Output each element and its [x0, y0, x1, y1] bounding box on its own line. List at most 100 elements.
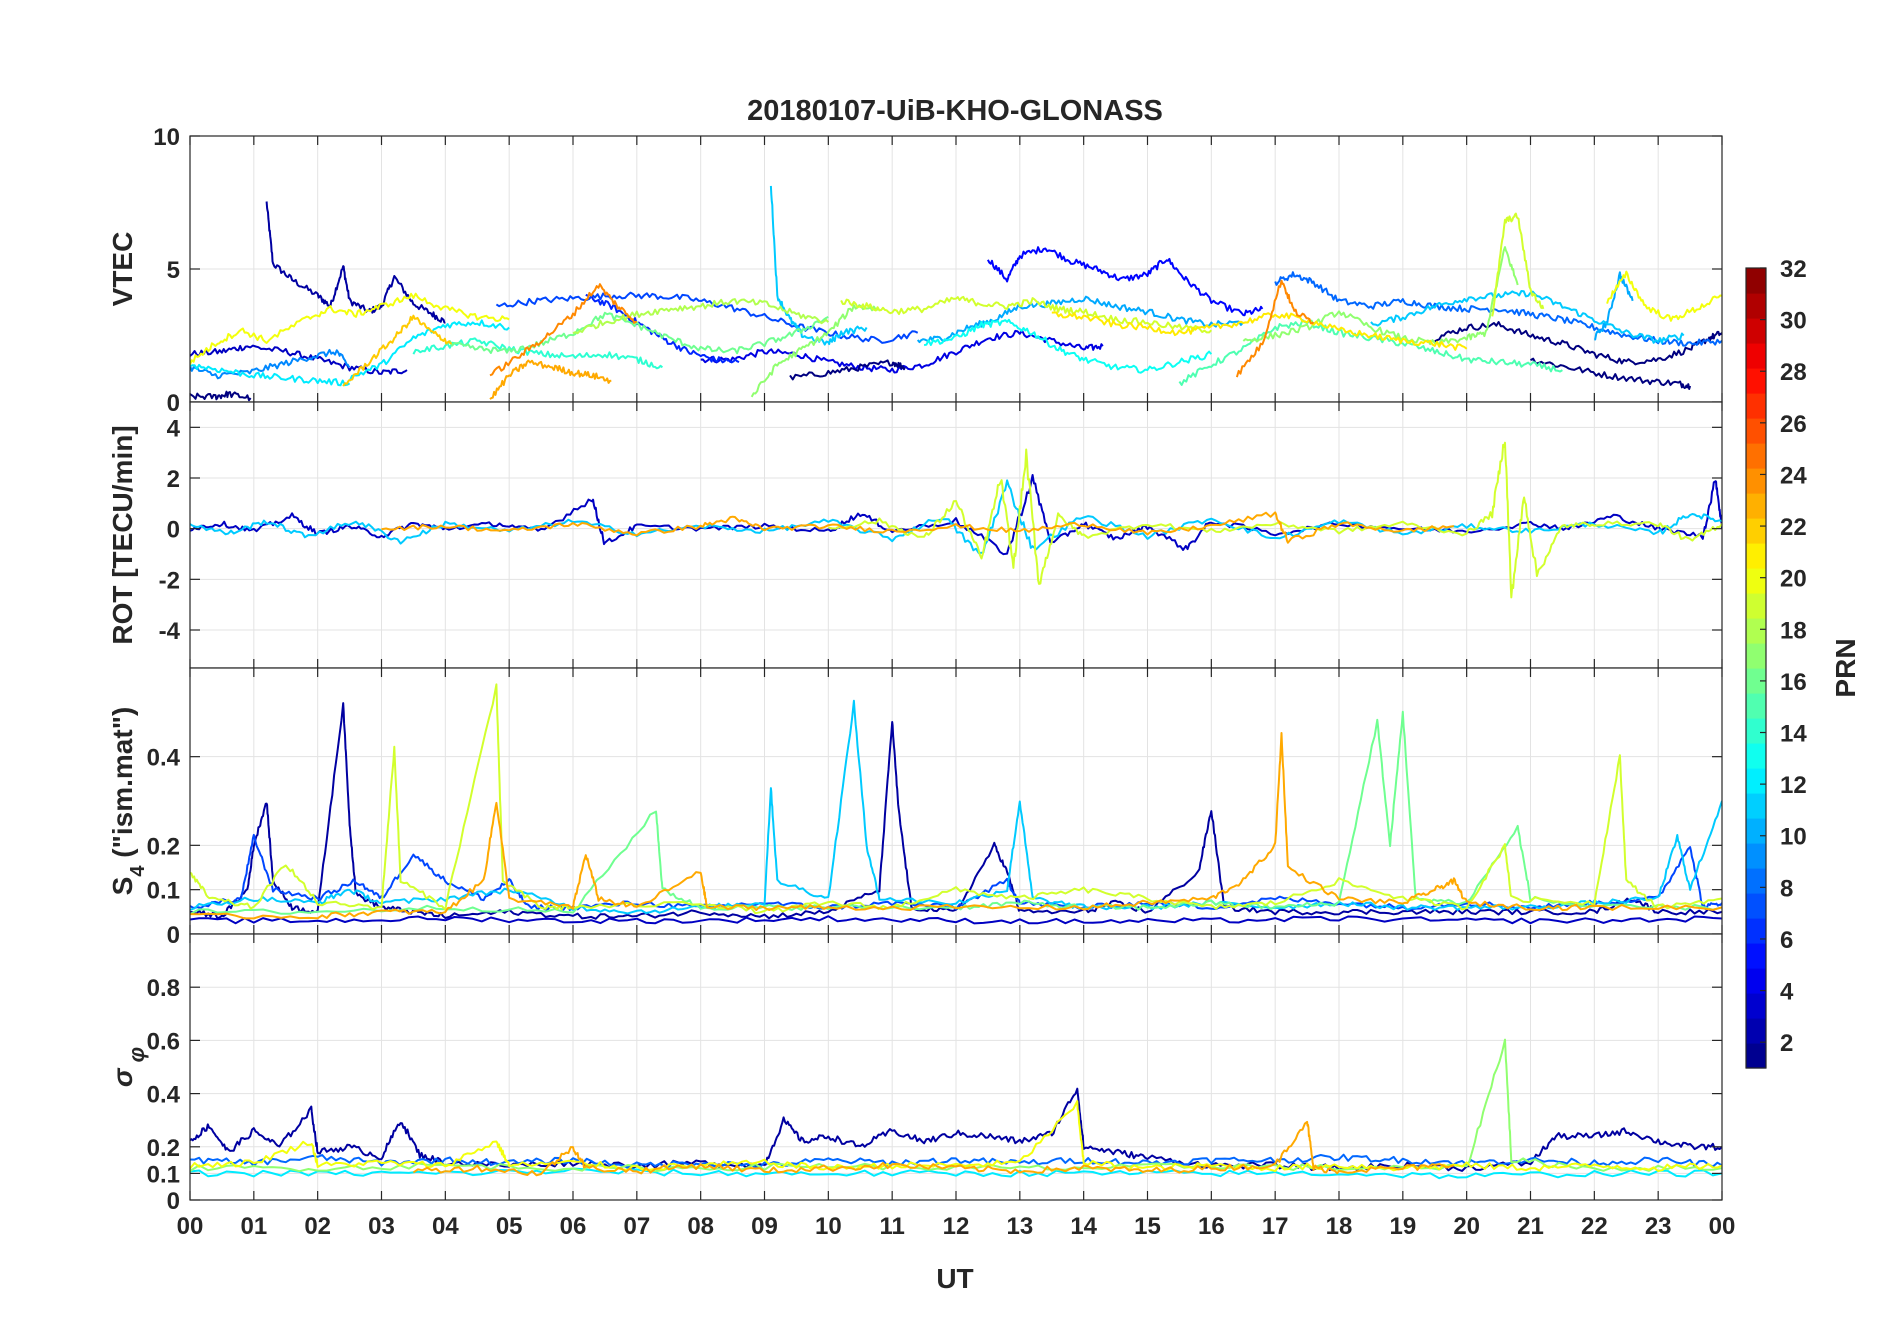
series-prn-12-vtec — [190, 363, 351, 387]
colorbar-segment — [1746, 443, 1766, 469]
x-tick-label: 01 — [240, 1213, 267, 1240]
colorbar-tick-label: 22 — [1780, 514, 1807, 541]
y-tick-label: -4 — [159, 618, 181, 645]
x-tick-label: 02 — [304, 1213, 331, 1240]
colorbar-segment — [1746, 368, 1766, 394]
y-axis-title-vtec: VTEC — [107, 232, 138, 307]
x-tick-label: 15 — [1134, 1213, 1161, 1240]
colorbar-segment — [1746, 843, 1766, 869]
series-prn-2-vtec — [265, 201, 446, 324]
panel-s4: 0 0.1 0.2 0.4S4 ("ism.mat") — [107, 667, 1723, 949]
x-tick-label: 17 — [1262, 1213, 1289, 1240]
colorbar-segment — [1746, 743, 1766, 769]
figure-title: 20180107-UiB-KHO-GLONASS — [747, 95, 1163, 127]
colorbar-segment — [1746, 693, 1766, 719]
colorbar-segment — [1746, 793, 1766, 819]
series-prn-11-vtec — [769, 185, 868, 346]
x-tick-label: 19 — [1389, 1213, 1416, 1240]
colorbar-segment — [1746, 668, 1766, 694]
series-prn-20-sigma_phi — [190, 1100, 1722, 1173]
series-prn-23-sigma_phi — [412, 1120, 1455, 1177]
x-tick-label: 05 — [496, 1213, 523, 1240]
panel-vtec: 0 5 10 VTEC — [107, 124, 1723, 417]
colorbar-segment — [1746, 568, 1766, 594]
colorbar-segment — [1746, 1018, 1766, 1044]
x-tick-label: 04 — [432, 1213, 459, 1240]
y-tick-label: 0 — [167, 390, 180, 417]
colorbar-tick-label: 32 — [1780, 256, 1807, 283]
series-prn-23-s4 — [190, 732, 1722, 920]
grid-sigma_phi — [190, 934, 1722, 1201]
series-prn-23-vtec — [489, 359, 612, 400]
y-tick-label: 0.6 — [147, 1028, 180, 1055]
y-axis-title-rot: ROT [TECU/min] — [107, 425, 138, 644]
series-prn-7-vtec — [495, 291, 919, 344]
colorbar-tick-label: 6 — [1780, 927, 1793, 954]
series-group-sigma_phi — [190, 1038, 1722, 1180]
x-tick-label: 00 — [177, 1213, 204, 1240]
x-tick-label: 03 — [368, 1213, 395, 1240]
colorbar-tick-label: 18 — [1780, 617, 1807, 644]
colorbar-segment — [1746, 518, 1766, 544]
colorbar-segment — [1746, 943, 1766, 969]
x-tick-label: 09 — [751, 1213, 778, 1240]
series-prn-2-s4 — [190, 702, 1722, 920]
x-tick-label: 06 — [560, 1213, 587, 1240]
colorbar-segment — [1746, 493, 1766, 519]
colorbar-segment — [1746, 993, 1766, 1019]
colorbar-tick-label: 20 — [1780, 566, 1807, 593]
colorbar-segment — [1746, 893, 1766, 919]
series-prn-23-rot — [381, 511, 1455, 544]
series-prn-17-sigma_phi — [190, 1038, 1722, 1173]
colorbar-tick-label: 24 — [1780, 462, 1807, 489]
colorbar-segment — [1746, 468, 1766, 494]
colorbar-tick-label: 28 — [1780, 359, 1807, 386]
colorbar-segment — [1746, 543, 1766, 569]
series-prn-3-s4 — [190, 915, 1722, 925]
series-prn-19-vtec — [1491, 212, 1545, 317]
x-tick-label: 20 — [1453, 1213, 1480, 1240]
y-tick-label: 2 — [167, 466, 180, 493]
y-tick-label: 0.2 — [147, 1135, 180, 1162]
colorbar-tick-label: 30 — [1780, 308, 1807, 335]
y-tick-label: 0 — [167, 517, 180, 544]
colorbar-tick-label: 4 — [1780, 979, 1794, 1006]
x-tick-label: 14 — [1070, 1213, 1097, 1240]
y-tick-label: 0.1 — [147, 1161, 180, 1188]
colorbar-tick-label: 16 — [1780, 669, 1807, 696]
series-prn-20-vtec — [1606, 270, 1722, 322]
series-prn-1-vtec — [789, 359, 906, 381]
x-tick-label: 12 — [943, 1213, 970, 1240]
y-tick-label: 0.8 — [147, 975, 180, 1002]
colorbar-tick-label: 2 — [1780, 1030, 1793, 1057]
y-tick-label: 0.1 — [147, 878, 180, 905]
x-axis-title: UT — [936, 1263, 973, 1294]
colorbar-segment — [1746, 968, 1766, 994]
colorbar-segment — [1746, 643, 1766, 669]
colorbar-tick-label: 12 — [1780, 772, 1807, 799]
x-tick-label: 23 — [1645, 1213, 1672, 1240]
series-prn-21-vtec — [1051, 311, 1468, 351]
series-prn-5-vtec — [987, 246, 1264, 317]
x-tick-label: 18 — [1326, 1213, 1353, 1240]
series-prn-1-vtec — [1530, 357, 1692, 390]
colorbar-segment — [1746, 393, 1766, 419]
colorbar-segment — [1746, 318, 1766, 344]
y-tick-label: 5 — [167, 257, 180, 284]
colorbar-segment — [1746, 268, 1766, 294]
colorbar-tick-label: 26 — [1780, 411, 1807, 438]
y-tick-label: 0.4 — [147, 1082, 181, 1109]
series-prn-19-rot — [828, 441, 1722, 599]
x-tick-labels: 00 01 02 03 04 05 06 07 08 09 10 11 12 13 14 15 16 17 18 19… — [177, 1213, 1736, 1240]
colorbar-segment — [1746, 768, 1766, 794]
series-prn-24-vtec — [489, 283, 638, 377]
x-tick-label: 00 — [1709, 1213, 1736, 1240]
x-tick-label: 10 — [815, 1213, 842, 1240]
colorbar-segment — [1746, 618, 1766, 644]
series-prn-9-vtec — [190, 348, 351, 380]
y-tick-label: 0 — [167, 1188, 180, 1215]
series-group-s4 — [190, 683, 1722, 925]
